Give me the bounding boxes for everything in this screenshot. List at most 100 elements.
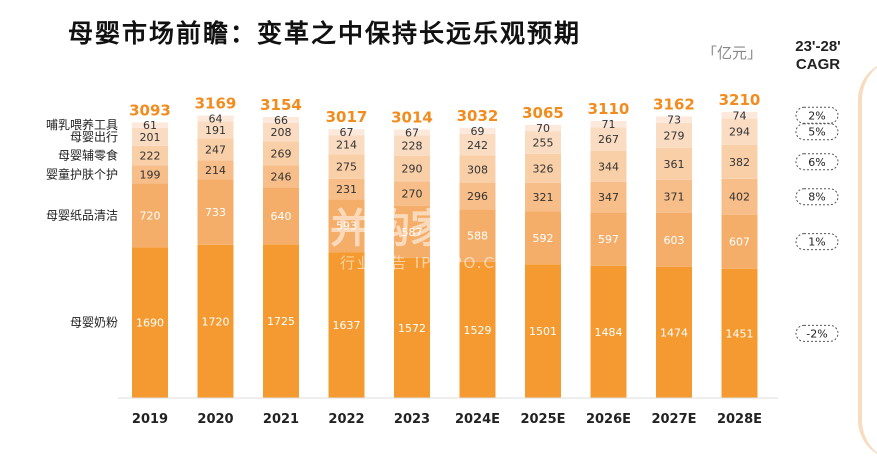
bar-segment-3-2024E <box>459 183 496 210</box>
bar-segment-4-2027E <box>656 147 692 180</box>
segment-value-label: 279 <box>664 129 685 142</box>
bar-segment-5-2024E <box>459 134 496 156</box>
bar-segment-4-2021 <box>263 141 299 166</box>
bar-segment-1-2020 <box>197 244 234 398</box>
bar-segment-5-2025E <box>525 131 561 154</box>
segment-value-label: 1572 <box>398 322 426 335</box>
bar-segment-6-2023 <box>394 129 430 136</box>
total-value-label: 3110 <box>588 100 630 118</box>
bar-segment-2-2021 <box>263 187 299 245</box>
bar-segment-2-2025E <box>525 211 561 265</box>
bar-segment-6-2022 <box>328 129 365 136</box>
bar-segment-6-2019 <box>132 122 168 128</box>
bar-segment-2-2022 <box>328 199 365 253</box>
bar-segment-2-2027E <box>656 212 692 267</box>
total-value-label: 3017 <box>326 108 368 126</box>
bar-segment-4-2019 <box>132 145 168 166</box>
segment-value-label: 1484 <box>595 326 623 339</box>
bar-segment-4-2028E <box>721 144 758 179</box>
segment-value-label: 296 <box>467 190 488 203</box>
segment-value-label: 228 <box>402 140 423 153</box>
cagr-value-label: 5% <box>808 126 825 139</box>
bar-segment-3-2020 <box>197 160 234 180</box>
total-value-label: 3065 <box>522 104 564 122</box>
segment-value-label: 308 <box>467 163 488 176</box>
page-title: 母婴市场前瞻：变革之中保持长远乐观预期 <box>68 19 582 48</box>
segment-value-label: 255 <box>533 137 554 150</box>
cagr-value-label: 8% <box>808 191 825 204</box>
bar-segment-4-2022 <box>328 154 365 179</box>
segment-value-label: 214 <box>205 164 226 177</box>
segment-value-label: 640 <box>271 210 292 223</box>
segment-value-label: 222 <box>140 150 161 163</box>
segment-value-label: 326 <box>533 162 554 175</box>
segment-value-label: 1529 <box>464 324 492 337</box>
bar-segment-3-2022 <box>328 178 365 200</box>
segment-value-label: 1501 <box>529 325 557 338</box>
x-tick-label: 2021 <box>263 412 299 427</box>
bar-segment-3-2027E <box>656 179 692 213</box>
cagr-value-label: 6% <box>808 156 825 169</box>
segment-value-label: 587 <box>402 226 423 239</box>
bar-segment-1-2024E <box>459 261 496 398</box>
segment-value-label: 1474 <box>660 326 688 339</box>
segment-value-label: 67 <box>340 126 354 139</box>
bar-segment-5-2026E <box>590 127 627 152</box>
x-tick-label: 2019 <box>132 412 168 427</box>
legend-item-label: 婴童护肤个护 <box>46 166 118 181</box>
segment-value-label: 199 <box>140 168 161 181</box>
bar-segment-1-2019 <box>132 247 168 398</box>
bar-segment-5-2023 <box>394 135 430 156</box>
segment-value-label: 294 <box>729 126 750 139</box>
legend-item-label: 母婴纸品清洁 <box>46 208 118 222</box>
segment-value-label: 588 <box>467 230 488 243</box>
bar-segment-6-2028E <box>721 112 758 119</box>
segment-value-label: 1637 <box>333 319 361 332</box>
segment-value-label: 191 <box>205 124 226 137</box>
bar-segment-3-2026E <box>590 181 627 213</box>
total-value-label: 3162 <box>653 95 695 113</box>
cagr-pill <box>795 123 839 141</box>
segment-value-label: 290 <box>402 163 423 176</box>
segment-value-label: 275 <box>336 160 357 173</box>
bar-segment-2-2023 <box>394 205 430 258</box>
bar-segment-1-2028E <box>721 268 758 398</box>
segment-value-label: 214 <box>336 139 357 152</box>
cagr-pill <box>795 106 839 124</box>
cagr-pill <box>795 153 839 171</box>
bar-segment-3-2025E <box>525 182 561 212</box>
cagr-pill <box>795 188 839 206</box>
total-value-label: 3210 <box>719 91 761 109</box>
segment-value-label: 201 <box>140 131 161 144</box>
segment-value-label: 269 <box>271 147 292 160</box>
bar-segment-2-2028E <box>721 214 758 269</box>
bar-segment-3-2019 <box>132 165 168 184</box>
legend-item-label: 母婴出行 <box>70 130 118 144</box>
bar-segment-5-2022 <box>328 135 365 155</box>
segment-value-label: 347 <box>598 191 619 204</box>
bar-segment-6-2020 <box>197 115 234 122</box>
bar-segment-5-2019 <box>132 127 168 146</box>
total-value-label: 3032 <box>457 107 499 125</box>
bar-segment-1-2027E <box>656 266 692 398</box>
bar-segment-1-2025E <box>525 264 561 398</box>
bar-segment-6-2021 <box>263 116 299 123</box>
segment-value-label: 61 <box>143 119 157 132</box>
x-tick-label: 2024E <box>455 412 500 427</box>
total-value-label: 3154 <box>260 96 302 114</box>
segment-value-label: 344 <box>598 160 619 173</box>
segment-value-label: 267 <box>598 133 619 146</box>
segment-value-label: 208 <box>271 126 292 139</box>
segment-value-label: 402 <box>729 191 750 204</box>
x-tick-label: 2025E <box>520 412 565 427</box>
cagr-header: 23'-28' CAGR <box>788 38 848 74</box>
total-value-label: 3169 <box>195 95 237 113</box>
segment-value-label: 67 <box>405 126 419 139</box>
segment-value-label: 361 <box>664 158 685 171</box>
segment-value-label: 246 <box>271 170 292 183</box>
bar-segment-2-2026E <box>590 212 627 266</box>
segment-value-label: 70 <box>536 122 550 135</box>
cagr-header-period: 23'-28' <box>795 38 841 55</box>
